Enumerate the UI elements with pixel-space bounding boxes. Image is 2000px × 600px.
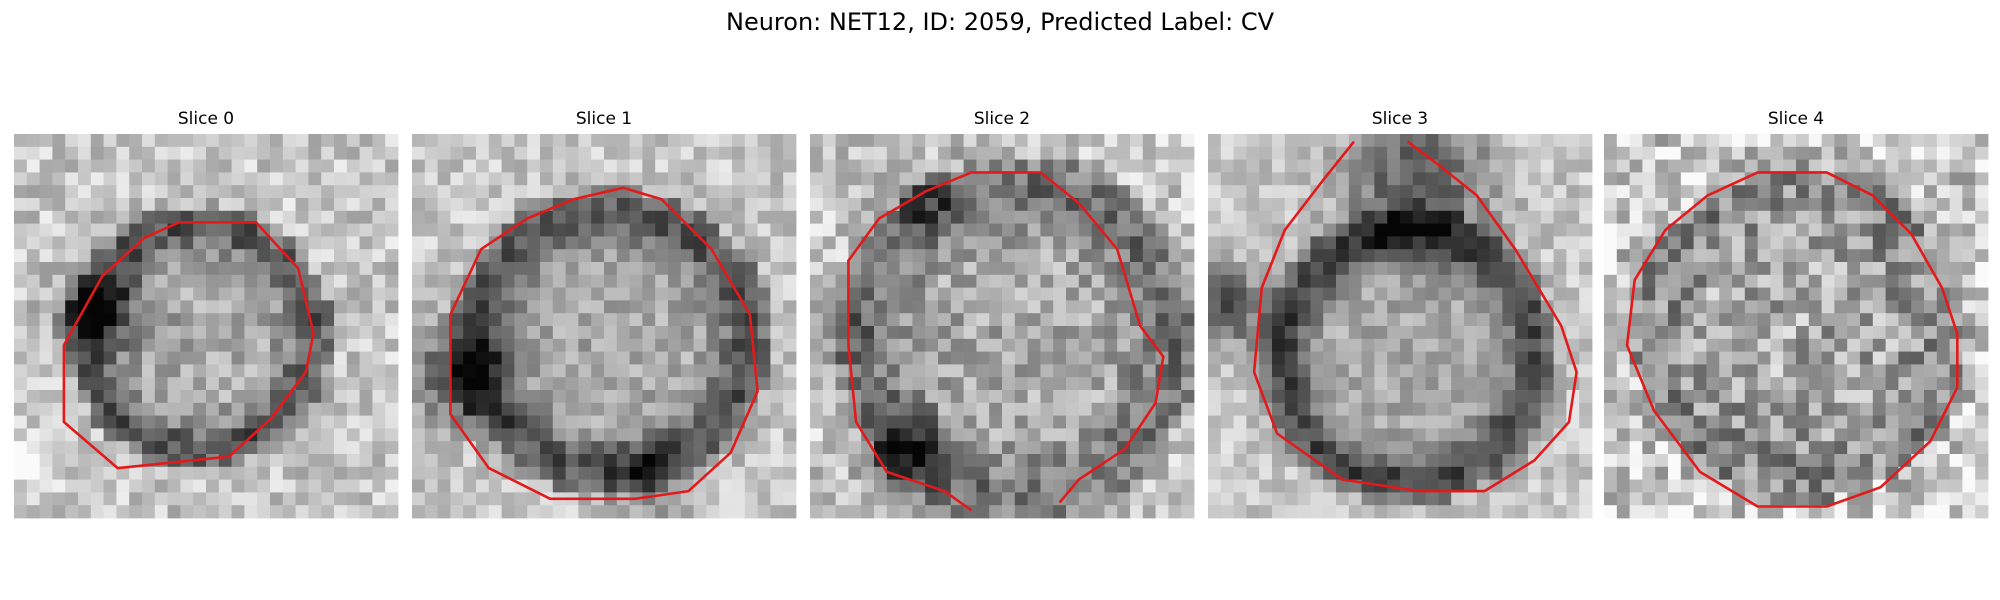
segmentation-contour bbox=[449, 186, 759, 501]
slice-title-1: Slice 1 bbox=[575, 109, 633, 129]
pixel-grid bbox=[1208, 134, 1593, 519]
figure-title: Neuron: NET12, ID: 2059, Predicted Label… bbox=[726, 8, 1274, 36]
slice-panel-4: Slice 4 bbox=[1604, 106, 1989, 519]
pixel-grid bbox=[810, 134, 1195, 519]
slice-panel-0: Slice 0 bbox=[14, 106, 399, 519]
segmentation-contour bbox=[971, 171, 1165, 504]
slice-image-3 bbox=[1208, 134, 1593, 519]
pixel-grid bbox=[1604, 134, 1989, 519]
slice-image-1 bbox=[412, 134, 797, 519]
pixel-grid bbox=[14, 134, 399, 519]
segmentation-contour bbox=[1625, 171, 1959, 508]
slice-panel-3: Slice 3 bbox=[1208, 106, 1593, 519]
segmentation-contour bbox=[1252, 140, 1578, 493]
slice-panel-1: Slice 1 bbox=[412, 106, 797, 519]
slice-title-3: Slice 3 bbox=[1371, 109, 1429, 129]
slice-image-0 bbox=[14, 134, 399, 519]
slice-title-0: Slice 0 bbox=[177, 109, 235, 129]
pixel-grid bbox=[412, 134, 797, 519]
slice-image-2 bbox=[810, 134, 1195, 519]
slice-title-2: Slice 2 bbox=[973, 109, 1031, 129]
segmentation-contour bbox=[62, 221, 315, 470]
slice-title-4: Slice 4 bbox=[1767, 109, 1825, 129]
slice-image-4 bbox=[1604, 134, 1989, 519]
segmentation-contour-segment bbox=[847, 171, 973, 512]
slice-panel-2: Slice 2 bbox=[810, 106, 1195, 519]
